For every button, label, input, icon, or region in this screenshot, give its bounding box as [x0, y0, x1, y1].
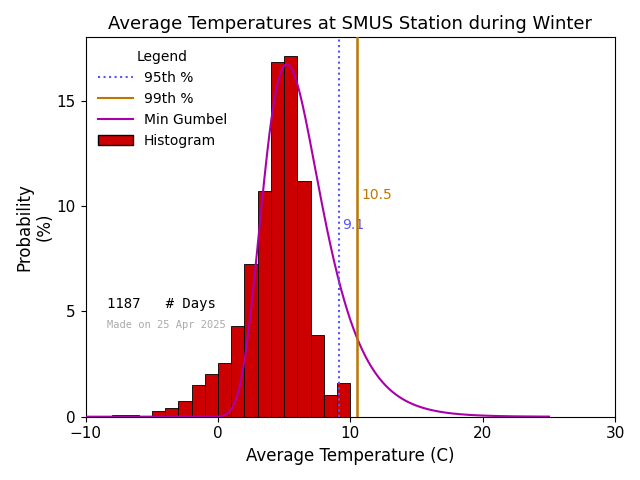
Bar	[205, 374, 218, 417]
Y-axis label: Probability
(%): Probability (%)	[15, 183, 54, 271]
Legend: 95th %, 99th %, Min Gumbel, Histogram: 95th %, 99th %, Min Gumbel, Histogram	[93, 44, 233, 153]
Text: Made on 25 Apr 2025: Made on 25 Apr 2025	[107, 320, 225, 330]
Bar	[244, 264, 258, 417]
Bar	[179, 401, 191, 417]
Text: 10.5: 10.5	[361, 189, 392, 203]
Text: 9.1: 9.1	[342, 218, 365, 232]
Bar	[191, 384, 205, 417]
Bar	[258, 191, 271, 417]
Bar	[284, 56, 298, 417]
Bar	[271, 61, 284, 417]
X-axis label: Average Temperature (C): Average Temperature (C)	[246, 447, 454, 465]
Text: 1187   # Days: 1187 # Days	[107, 297, 216, 311]
Bar	[152, 411, 165, 417]
Bar	[125, 415, 138, 417]
Title: Average Temperatures at SMUS Station during Winter: Average Temperatures at SMUS Station dur…	[108, 15, 593, 33]
Bar	[165, 408, 179, 417]
Bar	[298, 180, 310, 417]
Bar	[218, 363, 231, 417]
Bar	[310, 335, 324, 417]
Bar	[112, 415, 125, 417]
Bar	[324, 396, 337, 417]
Bar	[337, 383, 351, 417]
Bar	[231, 326, 244, 417]
